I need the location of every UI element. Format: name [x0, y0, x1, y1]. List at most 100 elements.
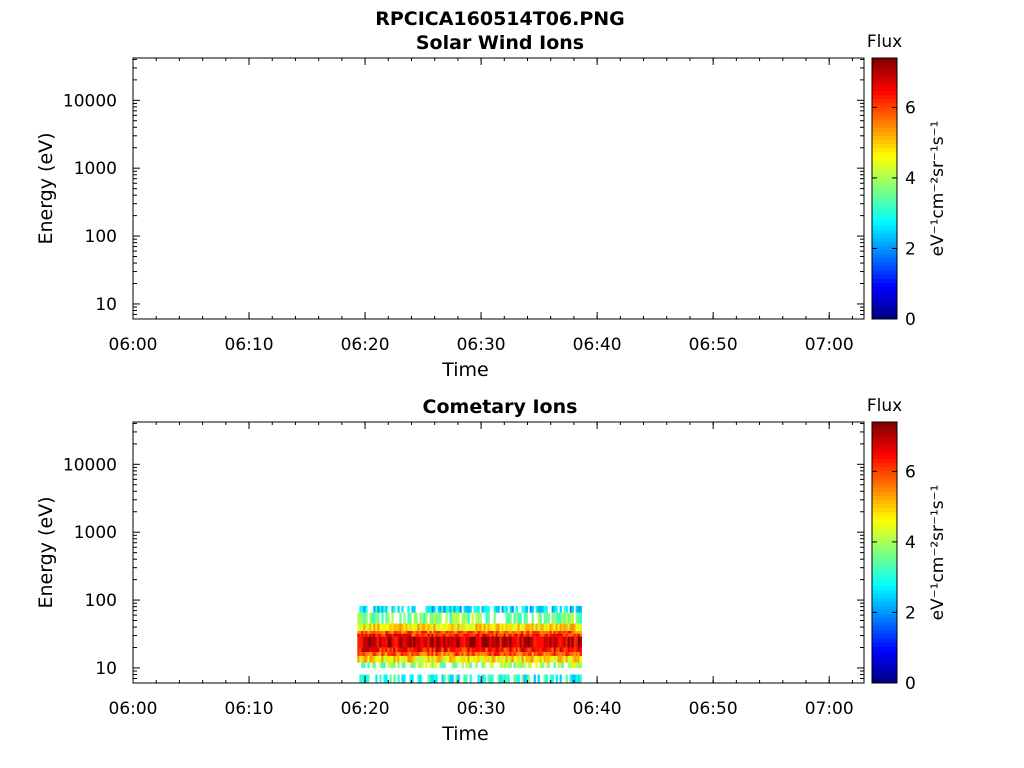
heatmap-cell [441, 647, 444, 653]
heatmap-cell [359, 636, 362, 648]
heatmap-cell [569, 636, 572, 648]
heatmap-cell [409, 655, 412, 663]
heatmap-cell [487, 631, 490, 634]
heatmap-cell [557, 612, 560, 624]
heatmap-cell [535, 647, 538, 653]
heatmap-cell [547, 662, 550, 668]
heatmap-cell [509, 655, 512, 663]
heatmap-cell [501, 631, 504, 634]
heatmap-cell [577, 652, 580, 656]
heatmap-cell [369, 636, 372, 648]
x-tick-label: 06:20 [341, 699, 390, 719]
heatmap-cell [359, 623, 362, 632]
heatmap-cell [401, 655, 404, 663]
heatmap-cell [387, 655, 390, 663]
heatmap-cell [399, 652, 402, 656]
heatmap-cell [517, 631, 520, 634]
heatmap-cell [401, 662, 404, 668]
colorbar-segment [872, 470, 897, 476]
heatmap-cell [499, 652, 502, 656]
heatmap-cell [401, 652, 404, 656]
heatmap-cell [443, 662, 446, 668]
heatmap-cell [567, 631, 570, 634]
colorbar-segment [872, 270, 897, 275]
colorbar-segment [872, 66, 897, 71]
heatmap-cell [411, 652, 414, 656]
heatmap-cell [411, 636, 414, 648]
heatmap-cell [477, 636, 480, 648]
heatmap-cell [579, 655, 582, 663]
panel-title: Cometary Ions [423, 396, 578, 418]
heatmap-cell [365, 636, 368, 648]
heatmap-cell [553, 612, 556, 624]
heatmap-cell [471, 647, 474, 653]
heatmap-cell [543, 633, 546, 637]
heatmap-cell [493, 652, 496, 656]
heatmap-cell [383, 633, 386, 637]
heatmap-cell [551, 655, 554, 663]
heatmap-cell [399, 647, 402, 653]
heatmap-cell [557, 633, 560, 637]
heatmap-cell [577, 636, 580, 648]
heatmap-cell [483, 655, 486, 663]
heatmap-cell [365, 633, 368, 637]
heatmap-cell [445, 633, 448, 637]
heatmap-cell [465, 631, 468, 634]
colorbar-segment [872, 180, 897, 185]
heatmap-cell [491, 633, 494, 637]
heatmap-cell [373, 662, 376, 668]
heatmap-cell [439, 631, 442, 634]
heatmap-cell [367, 674, 370, 683]
heatmap-cell [373, 605, 376, 613]
heatmap-cell [437, 633, 440, 637]
heatmap-cell [391, 623, 394, 632]
heatmap-cell [535, 605, 538, 613]
heatmap-cell [481, 655, 484, 663]
heatmap-cell [403, 652, 406, 656]
heatmap-cell [513, 652, 516, 656]
heatmap-cell [579, 674, 582, 683]
heatmap-cell [557, 636, 560, 648]
heatmap-cell [359, 674, 362, 683]
heatmap-cell [419, 633, 422, 637]
heatmap-cell [461, 647, 464, 653]
heatmap-cell [377, 631, 380, 634]
heatmap-cell [511, 636, 514, 648]
heatmap-cell [391, 636, 394, 648]
heatmap-cell [465, 674, 468, 683]
colorbar-segment [872, 78, 897, 83]
heatmap-cell [497, 633, 500, 637]
colorbar-segment [872, 544, 897, 549]
heatmap-cell [473, 605, 476, 613]
heatmap-cell [487, 647, 490, 653]
heatmap-cell [421, 633, 424, 637]
heatmap-cell [495, 631, 498, 634]
heatmap-cell [403, 674, 406, 683]
heatmap-cell [541, 652, 544, 656]
heatmap-cell [485, 605, 488, 613]
heatmap-cell [543, 647, 546, 653]
heatmap-cell [465, 652, 468, 656]
heatmap-cell [417, 647, 420, 653]
heatmap-cell [501, 605, 504, 613]
heatmap-cell [407, 633, 410, 637]
heatmap-cell [421, 636, 424, 648]
heatmap-cell [385, 631, 388, 634]
heatmap-cell [437, 647, 440, 653]
heatmap-cell [447, 631, 450, 634]
heatmap-cell [567, 652, 570, 656]
heatmap-cell [529, 647, 532, 653]
heatmap-cell [411, 605, 414, 613]
heatmap-cell [573, 652, 576, 656]
heatmap-cell [467, 655, 470, 663]
heatmap-cell [529, 623, 532, 632]
heatmap-cell [509, 636, 512, 648]
heatmap-cell [449, 652, 452, 656]
heatmap-cell [423, 647, 426, 653]
heatmap-cell [513, 623, 516, 632]
heatmap-cell [545, 652, 548, 656]
heatmap-cell [413, 633, 416, 637]
heatmap-cell [405, 652, 408, 656]
heatmap-cell [411, 647, 414, 653]
heatmap-cell [531, 612, 534, 624]
